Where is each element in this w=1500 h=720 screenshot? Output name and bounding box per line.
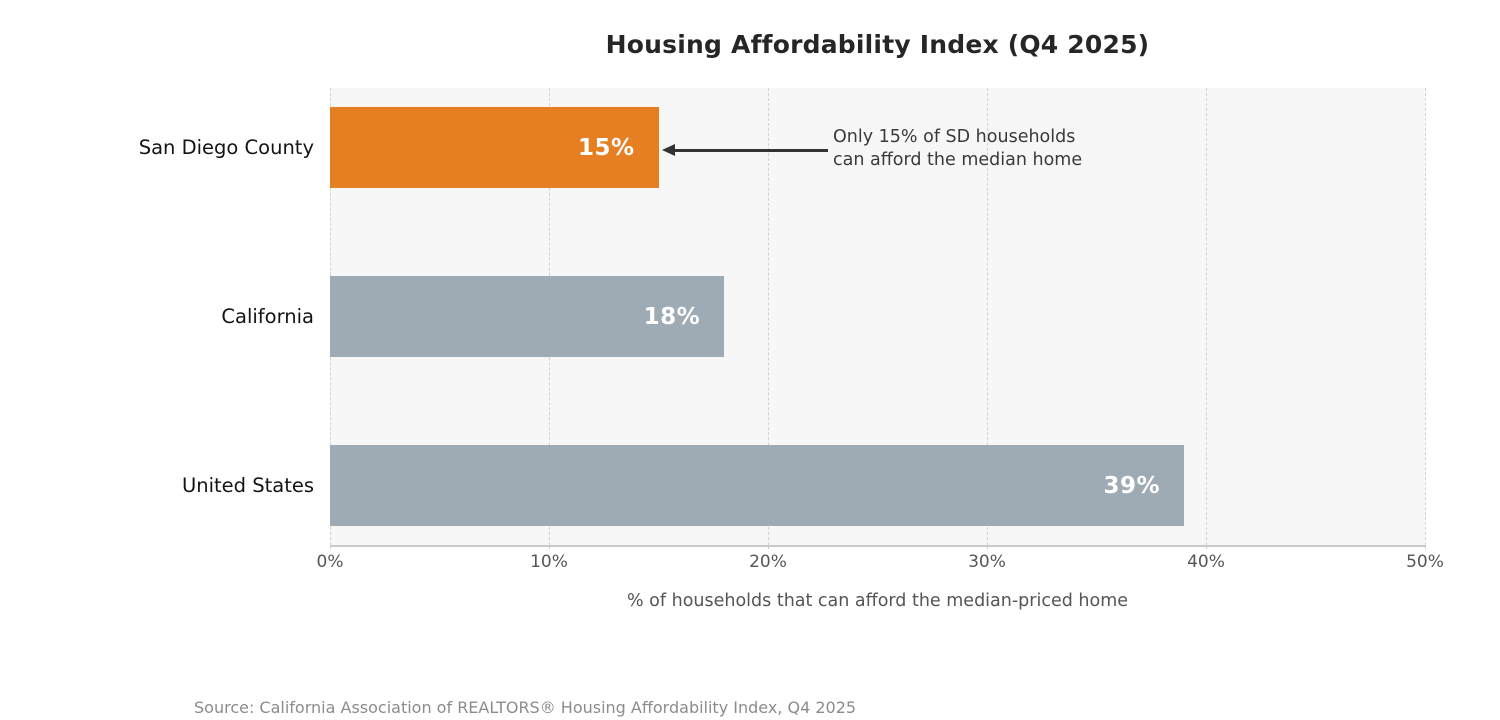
category-label-san-diego-county: San Diego County [138,136,314,159]
source-note: Source: California Association of REALTO… [194,698,857,717]
x-tick-label-30%: 30% [968,552,1006,572]
x-tick-mark [987,545,988,549]
annotation-text-line1: Only 15% of SD households [833,127,1076,147]
x-tick-mark [549,545,550,549]
bar-san-diego-county[interactable]: 15% [330,107,659,188]
annotation-arrow-icon [662,144,675,156]
bar-value-california: 18% [643,303,701,330]
bar-california[interactable]: 18% [330,276,725,357]
x-tick-label-0%: 0% [316,552,344,572]
x-tick-mark [768,545,769,549]
gridline-20% [768,88,769,545]
x-axis-label: % of households that can afford the medi… [626,591,1129,611]
gridline-30% [987,88,988,545]
gridline-40% [1206,88,1207,545]
x-tick-mark [1425,545,1426,549]
annotation-text: Only 15% of SD households can afford the… [833,126,1082,171]
bar-united-states[interactable]: 39% [330,445,1185,526]
gridline-50% [1425,88,1426,545]
chart-title: Housing Affordability Index (Q4 2025) [605,30,1150,59]
x-tick-mark [1206,545,1207,549]
category-label-united-states: United States [181,474,314,497]
annotation-arrow-line [674,149,828,152]
x-tick-label-20%: 20% [749,552,787,572]
plot-area: 15% 18% 39% [330,88,1426,549]
x-tick-mark [330,545,331,549]
x-tick-label-50%: 50% [1406,552,1444,572]
bar-value-san-diego-county: 15% [577,134,635,161]
annotation-text-line2: can afford the median home [833,149,1083,170]
category-label-california: California [221,305,314,328]
x-tick-label-10%: 10% [530,552,568,572]
x-tick-label-40%: 40% [1187,552,1225,572]
bar-value-united-states: 39% [1103,472,1161,499]
